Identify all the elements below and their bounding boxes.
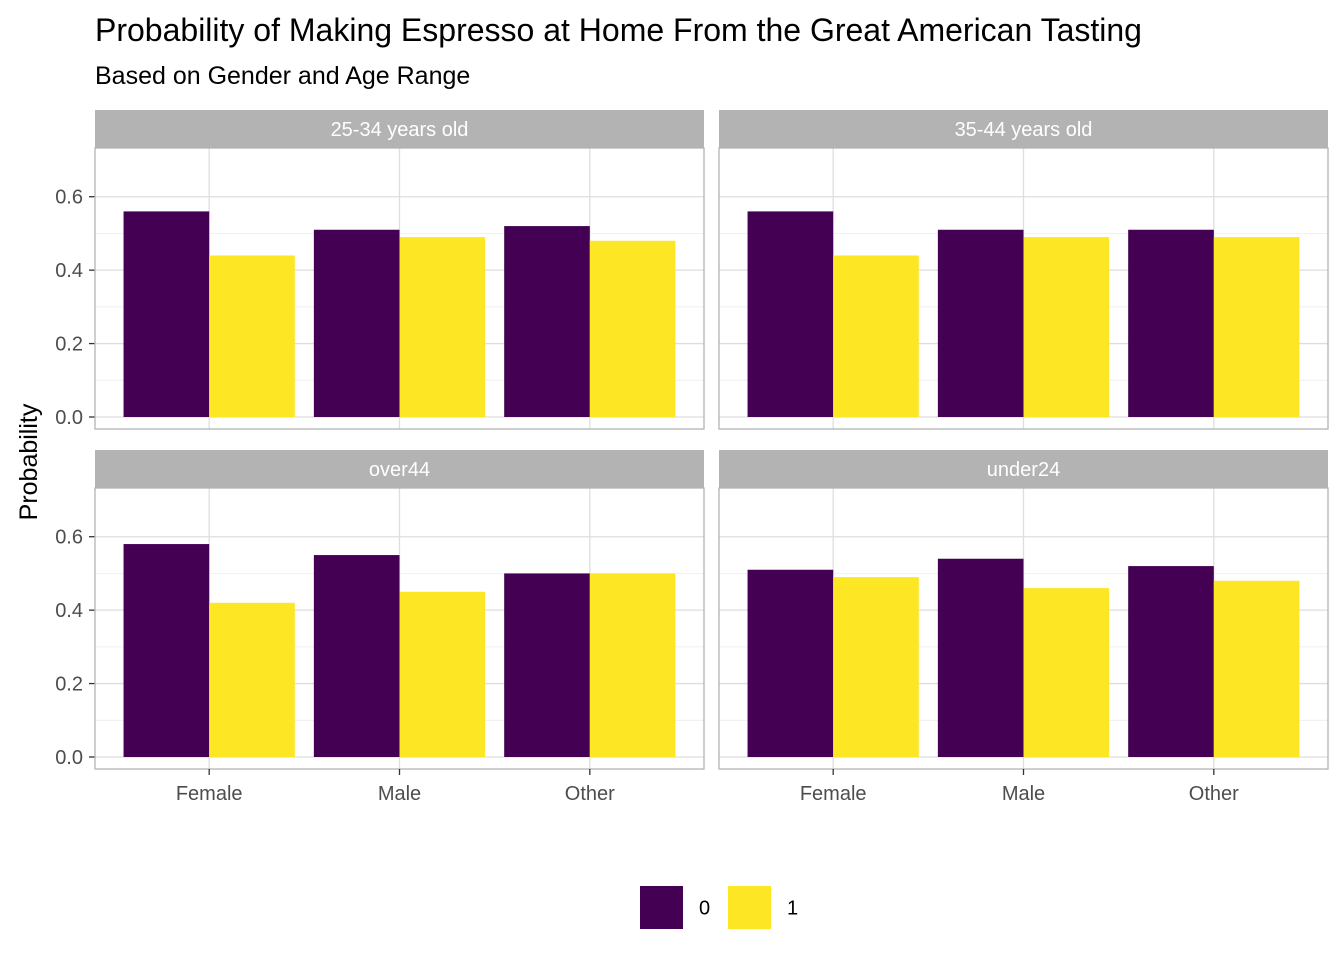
bar	[1023, 237, 1110, 417]
legend-key	[640, 886, 683, 929]
bar	[313, 555, 400, 757]
bar	[1213, 237, 1300, 417]
bar	[209, 602, 295, 757]
facet-strip	[719, 110, 1328, 148]
bar	[399, 237, 486, 417]
y-tick-label: 0.6	[55, 187, 83, 209]
bar	[504, 573, 590, 757]
facet-panel: 35-44 years old	[718, 110, 1329, 430]
facet-strip-label: under24	[987, 459, 1060, 481]
chart-title: Probability of Making Espresso at Home F…	[95, 12, 1142, 48]
legend-label: 1	[787, 898, 798, 920]
x-tick-label: Male	[1002, 783, 1045, 805]
bar	[123, 544, 210, 757]
bar	[123, 211, 210, 417]
bar	[504, 226, 590, 417]
legend-label: 0	[699, 898, 710, 920]
bar	[1128, 229, 1214, 417]
x-tick-label: Other	[1189, 783, 1239, 805]
panel-border	[94, 147, 705, 430]
bar	[209, 255, 295, 417]
chart-subtitle: Based on Gender and Age Range	[95, 62, 470, 90]
facet-strip	[95, 450, 704, 488]
bar	[1023, 588, 1110, 757]
y-axis-title: Probability	[15, 403, 43, 520]
bar	[833, 255, 919, 417]
x-tick-label: Female	[176, 783, 243, 805]
bar	[833, 577, 919, 757]
panel-border	[718, 147, 1329, 430]
x-tick-label: Female	[800, 783, 867, 805]
x-tick-label: Other	[565, 783, 615, 805]
bar	[1213, 580, 1300, 757]
bar	[589, 573, 676, 757]
y-tick-label: 0.4	[55, 600, 83, 622]
bar	[1128, 566, 1214, 757]
y-tick-label: 0.0	[55, 407, 83, 429]
x-tick-label: Male	[378, 783, 421, 805]
y-tick-label: 0.4	[55, 260, 83, 282]
facet-strip-label: over44	[369, 459, 430, 481]
facet-strip-label: 35-44 years old	[955, 119, 1093, 141]
facet-panel: over44 0.0 0.2 0.4 0.6 Female Male Other	[55, 450, 705, 805]
bar	[313, 229, 400, 417]
facet-strip-label: 25-34 years old	[331, 119, 469, 141]
facet-panel: under24 Female Male Other	[718, 450, 1329, 805]
facet-strip	[719, 450, 1328, 488]
y-tick-label: 0.6	[55, 527, 83, 549]
bar	[937, 229, 1024, 417]
bar	[747, 569, 834, 757]
facet-strip	[95, 110, 704, 148]
bar	[747, 211, 834, 417]
y-tick-label: 0.2	[55, 674, 83, 696]
facet-panels: 25-34 years old 0.0 0.2 0.4 0.6 35-44 years o…	[55, 110, 1329, 805]
bar	[589, 240, 676, 417]
facet-panel: 25-34 years old 0.0 0.2 0.4 0.6	[55, 110, 705, 430]
bar	[399, 591, 486, 757]
legend-key	[728, 886, 771, 929]
y-tick-label: 0.0	[55, 747, 83, 769]
y-tick-label: 0.2	[55, 334, 83, 356]
bar	[937, 558, 1024, 757]
